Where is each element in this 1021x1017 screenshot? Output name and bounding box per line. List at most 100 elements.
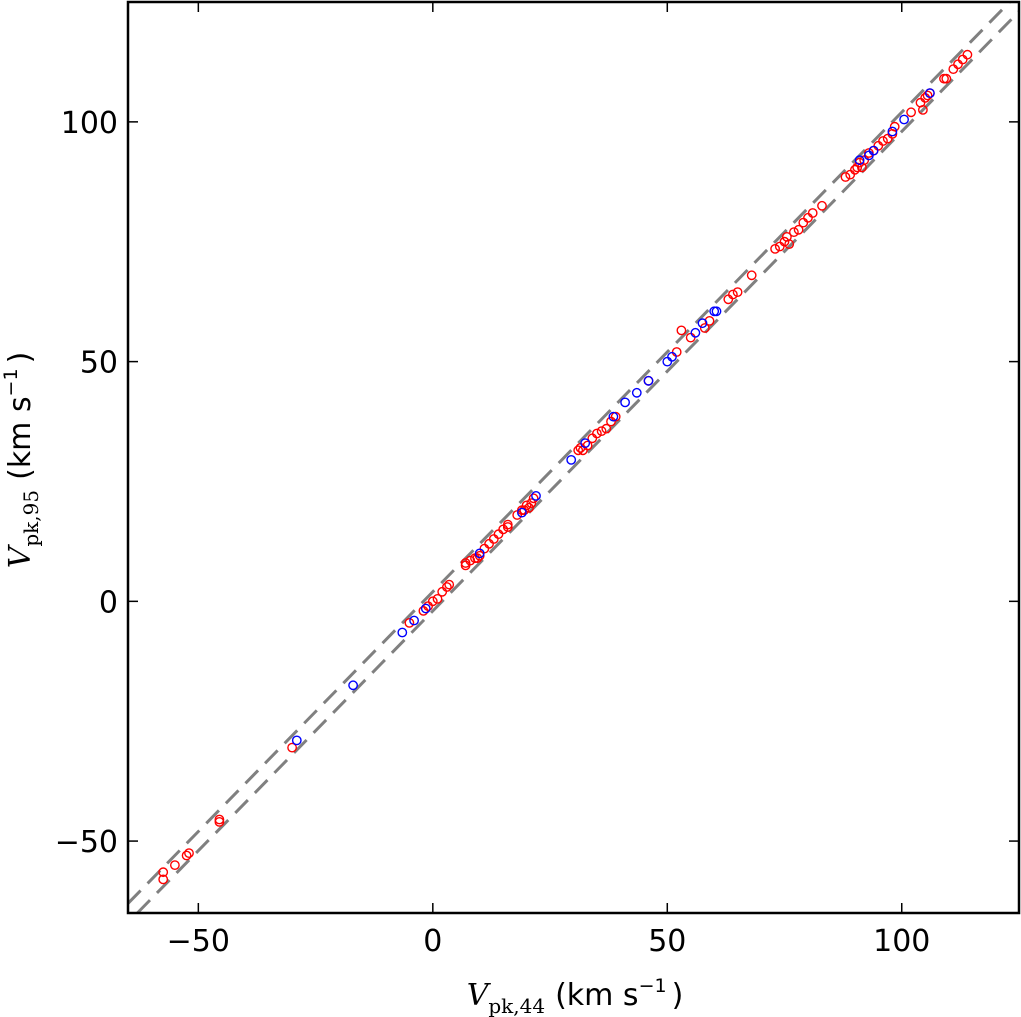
data-point	[460, 558, 471, 568]
data-point	[854, 155, 865, 166]
data-point	[941, 73, 952, 84]
data-point	[444, 579, 455, 590]
data-point	[868, 145, 879, 156]
data-point	[662, 356, 673, 367]
data-point	[214, 817, 225, 827]
x-tick-label: 0	[423, 924, 442, 959]
data-point	[699, 323, 710, 333]
data-point	[418, 606, 429, 616]
data-point	[596, 426, 607, 436]
axis-ticks: −50 0 50 100 −50 0 50 100	[55, 2, 1019, 959]
data-point	[441, 582, 452, 592]
data-point	[184, 848, 194, 858]
data-point	[746, 270, 757, 281]
data-point	[711, 306, 722, 317]
data-point	[779, 236, 790, 247]
data-point	[704, 315, 715, 326]
x-tick-label: 100	[873, 924, 930, 959]
x-tick-label: −50	[167, 924, 230, 959]
data-point	[889, 121, 900, 132]
data-point	[427, 596, 438, 607]
data-point	[685, 332, 696, 343]
data-point	[566, 454, 577, 465]
data-point	[580, 438, 591, 448]
data-point	[420, 603, 431, 614]
data-point	[850, 164, 860, 175]
data-point	[906, 107, 916, 118]
data-point	[690, 327, 701, 338]
data-point	[899, 114, 909, 125]
data-point	[732, 287, 743, 297]
y-tick-label: 0	[99, 585, 118, 620]
data-point	[878, 136, 888, 146]
data-point	[887, 126, 898, 137]
data-point	[620, 397, 630, 408]
y-tick-label: −50	[55, 825, 118, 860]
y-axis-label: Vpk,95(km s−1)	[0, 352, 43, 569]
data-point	[798, 217, 809, 228]
data-point	[643, 375, 654, 386]
data-point	[957, 54, 968, 65]
data-point	[404, 618, 415, 628]
data-point	[437, 586, 448, 597]
data-point	[962, 49, 973, 60]
data-point	[484, 538, 494, 549]
data-point	[592, 428, 602, 439]
data-point	[953, 59, 963, 70]
data-point	[474, 548, 485, 559]
data-point	[526, 498, 537, 508]
data-point	[291, 735, 302, 746]
data-point	[519, 505, 530, 516]
data-point	[601, 423, 612, 434]
data-point	[531, 490, 541, 501]
x-axis-label: Vpk,44 (km s−1)	[467, 975, 684, 1017]
data-point	[631, 387, 642, 398]
plot-frame	[126, 0, 1021, 915]
y-tick-label: 100	[61, 106, 118, 141]
data-point	[803, 212, 813, 223]
data-point	[181, 850, 192, 861]
data-point	[697, 318, 708, 329]
data-point	[488, 534, 499, 544]
data-point	[793, 224, 804, 235]
data-point	[948, 64, 959, 75]
data-point	[479, 543, 490, 554]
data-point	[840, 172, 851, 182]
data-point	[873, 140, 884, 151]
data-point	[158, 874, 169, 885]
y-tick-label: 50	[80, 346, 118, 381]
data-point	[676, 325, 687, 336]
data-point	[770, 243, 780, 254]
data-points	[158, 49, 973, 885]
x-tick-label: 50	[648, 924, 686, 959]
data-point	[920, 93, 931, 103]
data-point	[573, 445, 584, 456]
reference-line-1	[126, 0, 1011, 905]
data-point	[918, 105, 928, 115]
data-point	[397, 627, 408, 638]
data-point	[807, 208, 818, 218]
data-point	[348, 680, 358, 691]
data-point	[922, 90, 933, 101]
data-point	[667, 351, 677, 362]
data-point	[502, 519, 513, 530]
data-point	[784, 239, 795, 250]
data-point	[671, 347, 682, 357]
data-point	[432, 594, 443, 604]
data-point	[582, 440, 593, 451]
data-point	[789, 227, 799, 238]
data-point	[524, 502, 534, 513]
data-point	[728, 289, 738, 300]
reference-line-2	[136, 10, 1021, 915]
data-point	[287, 742, 297, 753]
data-point	[493, 529, 504, 540]
data-point	[521, 500, 532, 511]
data-point	[158, 867, 169, 878]
data-point	[169, 860, 180, 870]
data-point	[409, 615, 419, 626]
data-point	[423, 601, 433, 611]
reference-lines	[126, 0, 1021, 915]
data-point	[723, 294, 734, 305]
data-point	[608, 411, 619, 422]
